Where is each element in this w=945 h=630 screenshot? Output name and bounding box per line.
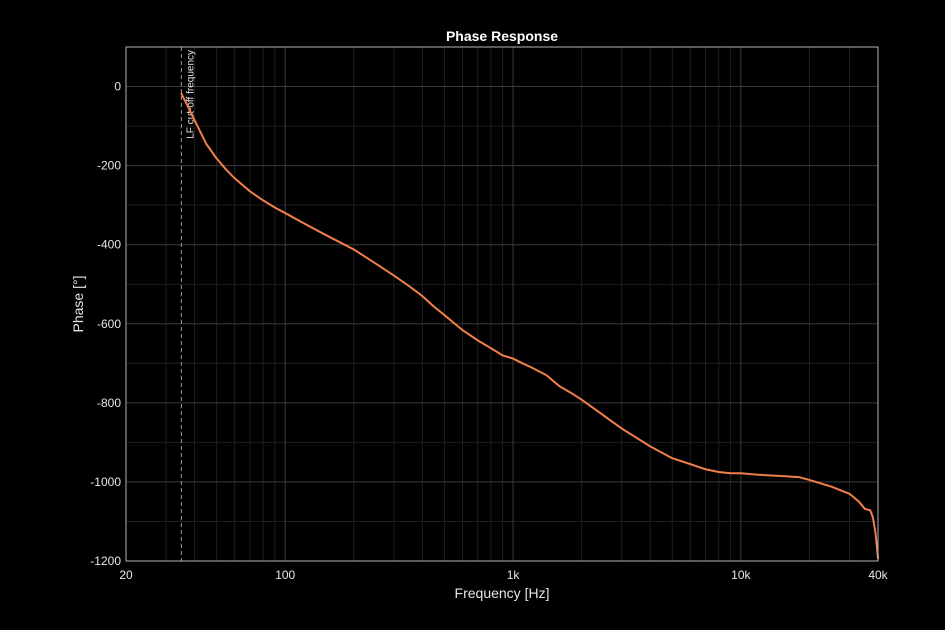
annotation-group: LF cut-off frequency [180,47,196,561]
y-tick-label: -200 [97,159,121,173]
y-tick-label: -400 [97,238,121,252]
y-tick-label: -800 [97,396,121,410]
y-tick-label: -1000 [90,475,121,489]
major-grid [125,47,879,562]
minor-grid [126,47,878,561]
x-tick-labels: 20 100 1k 10k 40k [119,568,888,582]
y-tick-label: 0 [114,80,121,94]
lf-cutoff-label: LF cut-off frequency [185,50,196,139]
x-axis-label: Frequency [Hz] [455,585,550,601]
y-tick-label: -1200 [90,554,121,568]
y-axis-label: Phase [°] [70,276,86,333]
plot-frame [125,46,879,562]
x-tick-label: 1k [507,568,521,582]
x-tick-label: 100 [275,568,295,582]
series-group [180,92,879,560]
phase-series-line [180,92,879,560]
chart-title: Phase Response [446,28,558,44]
x-tick-label: 10k [731,568,751,582]
x-tick-label: 20 [119,568,133,582]
y-tick-label: -600 [97,317,121,331]
x-tick-label: 40k [868,568,888,582]
y-tick-labels: 0 -200 -400 -600 -800 -1000 -1200 [90,80,121,568]
